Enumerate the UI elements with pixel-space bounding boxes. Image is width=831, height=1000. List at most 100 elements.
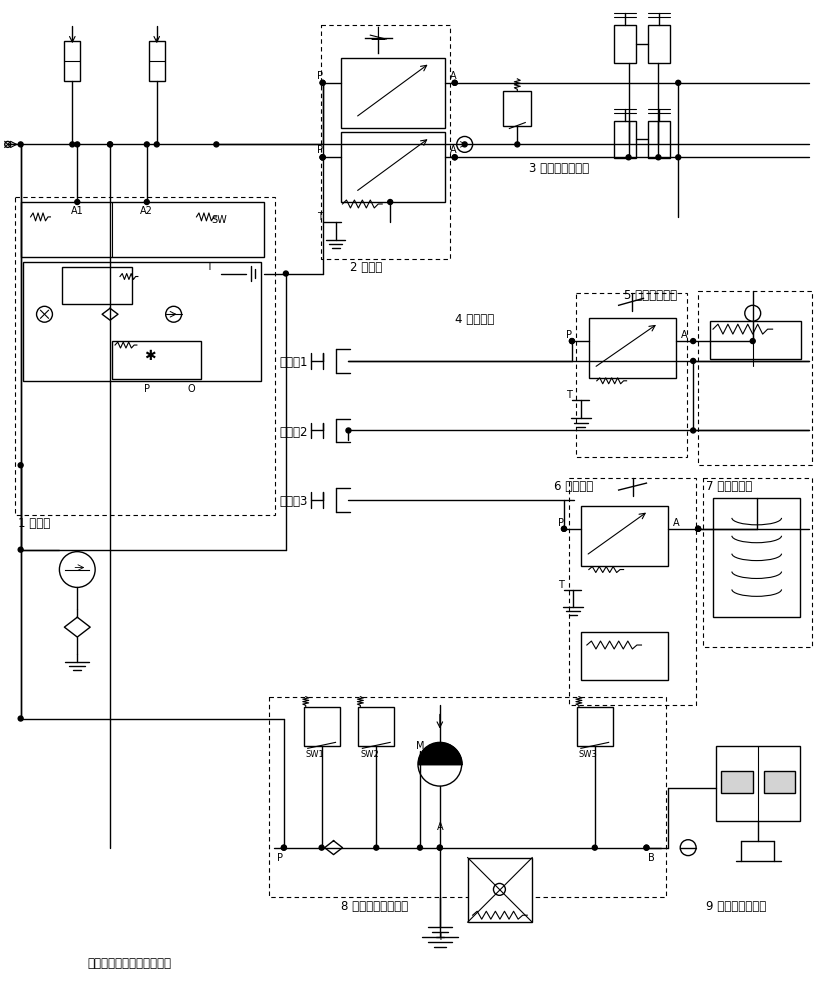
Text: SW2: SW2 (361, 750, 379, 759)
Bar (149, 41, 165, 81)
Text: P: P (144, 384, 150, 394)
Circle shape (696, 526, 701, 531)
Text: O: O (188, 384, 195, 394)
Circle shape (691, 358, 696, 363)
Circle shape (515, 142, 520, 147)
Text: 2 制动阀: 2 制动阀 (351, 261, 383, 274)
Circle shape (644, 845, 649, 850)
Circle shape (569, 339, 574, 344)
Text: B: B (648, 853, 655, 863)
Text: 8 驻车制动阀块总成: 8 驻车制动阀块总成 (341, 900, 408, 913)
Text: 5 驻车制动油缸: 5 驻车制动油缸 (623, 289, 676, 302)
Polygon shape (418, 742, 462, 764)
Bar (581, 506, 668, 566)
Circle shape (320, 80, 325, 85)
Bar (62, 267, 132, 304)
Circle shape (562, 526, 567, 531)
Bar (648, 121, 671, 158)
Text: ⊥: ⊥ (370, 25, 386, 44)
Text: P: P (317, 71, 322, 81)
Text: 可选项2: 可选项2 (279, 426, 307, 439)
Text: T: T (558, 580, 564, 590)
Circle shape (346, 428, 351, 433)
Text: P: P (317, 145, 322, 155)
Bar (358, 707, 394, 746)
Text: T: T (206, 262, 213, 272)
Circle shape (437, 845, 442, 850)
Bar (64, 41, 81, 81)
Circle shape (320, 155, 325, 160)
Bar (581, 632, 668, 680)
Circle shape (691, 339, 696, 344)
Bar (698, 291, 813, 465)
Circle shape (626, 142, 631, 147)
Circle shape (418, 742, 462, 786)
Text: A: A (450, 71, 456, 81)
Circle shape (18, 547, 23, 552)
Circle shape (107, 142, 112, 147)
Circle shape (320, 155, 325, 160)
Text: A1: A1 (71, 206, 84, 216)
Circle shape (696, 526, 701, 531)
Circle shape (388, 200, 393, 204)
Circle shape (155, 142, 160, 147)
Circle shape (745, 305, 760, 321)
Bar (15, 197, 275, 515)
Bar (589, 318, 676, 378)
Text: 7 多片制动器: 7 多片制动器 (706, 480, 752, 493)
Text: SW: SW (211, 215, 227, 225)
Circle shape (676, 80, 681, 85)
Circle shape (452, 155, 457, 160)
Text: A: A (436, 822, 443, 832)
Circle shape (37, 306, 52, 322)
Text: 3 钳盘行车制动器: 3 钳盘行车制动器 (529, 162, 589, 175)
Circle shape (374, 845, 379, 850)
Text: A: A (450, 145, 456, 155)
Circle shape (457, 136, 473, 152)
Bar (112, 341, 201, 379)
Circle shape (462, 142, 467, 147)
Circle shape (282, 845, 287, 850)
Text: A2: A2 (140, 206, 153, 216)
Circle shape (283, 271, 288, 276)
Circle shape (691, 428, 696, 433)
Circle shape (320, 80, 325, 85)
Circle shape (452, 80, 457, 85)
Circle shape (5, 141, 11, 147)
Bar (269, 697, 666, 897)
Circle shape (18, 716, 23, 721)
Bar (721, 771, 753, 793)
Text: 9 钳盘驻车制动器: 9 钳盘驻车制动器 (706, 900, 766, 913)
Circle shape (626, 155, 631, 160)
Circle shape (417, 845, 422, 850)
Bar (569, 478, 696, 705)
Bar (713, 498, 800, 617)
Bar (576, 293, 687, 457)
Circle shape (437, 845, 442, 850)
Text: SW1: SW1 (306, 750, 324, 759)
Bar (341, 132, 445, 202)
Bar (321, 25, 450, 259)
Bar (703, 478, 813, 647)
Text: 可选项3: 可选项3 (279, 495, 307, 508)
Text: 去其他二级系统或者回油箱: 去其他二级系统或者回油箱 (87, 957, 171, 970)
Circle shape (319, 845, 324, 850)
Circle shape (681, 840, 696, 856)
Text: A: A (673, 518, 680, 528)
Bar (21, 202, 264, 257)
Text: T: T (566, 390, 572, 400)
Circle shape (75, 200, 80, 204)
Text: P: P (277, 853, 283, 863)
Bar (341, 58, 445, 128)
Bar (710, 321, 801, 359)
Circle shape (145, 142, 150, 147)
Circle shape (696, 526, 701, 531)
Circle shape (562, 526, 567, 531)
Circle shape (644, 845, 649, 850)
Bar (716, 746, 800, 821)
Text: 1 充液阀: 1 充液阀 (17, 517, 50, 530)
Text: P: P (566, 330, 572, 340)
Circle shape (59, 552, 96, 587)
Text: ✱: ✱ (144, 349, 155, 363)
Circle shape (656, 155, 661, 160)
